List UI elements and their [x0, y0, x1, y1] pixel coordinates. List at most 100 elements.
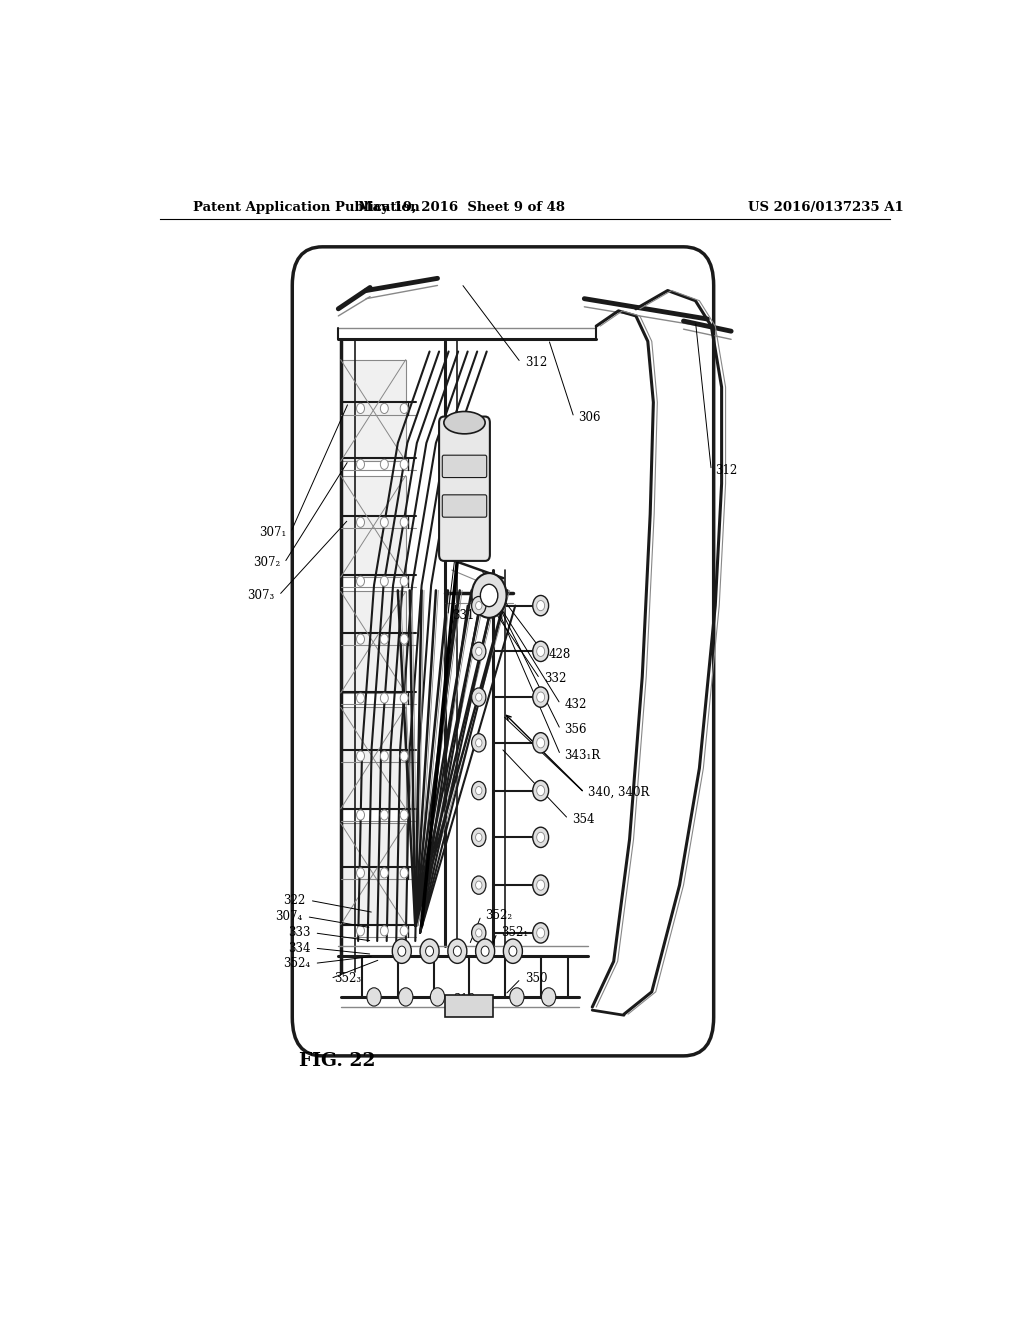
Circle shape — [392, 939, 412, 964]
Text: 312: 312 — [524, 356, 547, 370]
Circle shape — [510, 987, 524, 1006]
Circle shape — [475, 693, 482, 701]
Circle shape — [475, 739, 482, 747]
Circle shape — [475, 929, 482, 937]
Text: 331: 331 — [452, 610, 474, 622]
Circle shape — [472, 688, 486, 706]
Circle shape — [537, 647, 545, 656]
Circle shape — [532, 828, 549, 847]
Circle shape — [509, 946, 517, 956]
Text: 307₁: 307₁ — [259, 525, 287, 539]
Circle shape — [537, 738, 545, 748]
Circle shape — [356, 925, 365, 936]
FancyBboxPatch shape — [439, 417, 489, 561]
Text: 334: 334 — [288, 941, 310, 954]
Circle shape — [400, 810, 409, 820]
Ellipse shape — [443, 412, 485, 434]
Circle shape — [356, 576, 365, 586]
Text: 306: 306 — [578, 411, 600, 424]
Circle shape — [400, 925, 409, 936]
Circle shape — [380, 925, 388, 936]
Circle shape — [380, 517, 388, 528]
Text: May 19, 2016  Sheet 9 of 48: May 19, 2016 Sheet 9 of 48 — [357, 201, 565, 214]
Circle shape — [356, 867, 365, 878]
Circle shape — [475, 880, 482, 890]
Text: US 2016/0137235 A1: US 2016/0137235 A1 — [749, 201, 904, 214]
Circle shape — [532, 780, 549, 801]
Circle shape — [400, 404, 409, 413]
Circle shape — [537, 601, 545, 611]
Circle shape — [400, 751, 409, 762]
Text: 354: 354 — [572, 813, 595, 825]
Circle shape — [420, 939, 439, 964]
Circle shape — [400, 459, 409, 470]
Text: 307₂: 307₂ — [253, 557, 281, 569]
Circle shape — [356, 517, 365, 528]
Circle shape — [380, 751, 388, 762]
FancyBboxPatch shape — [442, 495, 486, 517]
Text: Patent Application Publication: Patent Application Publication — [194, 201, 420, 214]
Circle shape — [400, 634, 409, 644]
Circle shape — [356, 459, 365, 470]
Circle shape — [400, 517, 409, 528]
Circle shape — [532, 642, 549, 661]
Text: 332: 332 — [544, 672, 566, 685]
Text: 312: 312 — [715, 463, 737, 477]
Circle shape — [475, 833, 482, 841]
Text: 352₁: 352₁ — [501, 927, 528, 940]
Circle shape — [454, 946, 461, 956]
Circle shape — [397, 946, 406, 956]
Text: 340, 340R: 340, 340R — [588, 787, 649, 799]
Circle shape — [475, 647, 482, 656]
Circle shape — [400, 867, 409, 878]
Circle shape — [480, 585, 498, 607]
Circle shape — [472, 573, 507, 618]
Circle shape — [532, 923, 549, 942]
Bar — [341, 824, 406, 925]
Text: 307₄: 307₄ — [275, 909, 303, 923]
Circle shape — [380, 867, 388, 878]
Circle shape — [472, 734, 486, 752]
Circle shape — [532, 875, 549, 895]
Text: 350: 350 — [524, 972, 547, 985]
Circle shape — [380, 459, 388, 470]
FancyBboxPatch shape — [442, 455, 486, 478]
Circle shape — [356, 751, 365, 762]
Text: 310: 310 — [454, 994, 476, 1006]
Circle shape — [532, 733, 549, 752]
Circle shape — [475, 939, 495, 964]
Circle shape — [475, 602, 482, 610]
Circle shape — [475, 787, 482, 795]
Bar — [445, 995, 494, 1018]
Text: 352₃: 352₃ — [334, 972, 361, 985]
Circle shape — [472, 924, 486, 942]
Circle shape — [472, 876, 486, 894]
Circle shape — [532, 595, 549, 615]
Circle shape — [430, 987, 444, 1006]
Circle shape — [400, 693, 409, 704]
Circle shape — [426, 946, 433, 956]
Circle shape — [380, 693, 388, 704]
Circle shape — [356, 634, 365, 644]
Circle shape — [472, 828, 486, 846]
Text: 333: 333 — [288, 927, 310, 940]
Text: 432: 432 — [564, 698, 587, 710]
Bar — [341, 708, 406, 809]
Circle shape — [537, 833, 545, 842]
Circle shape — [537, 785, 545, 796]
Circle shape — [537, 692, 545, 702]
Text: 356: 356 — [564, 723, 587, 737]
Bar — [341, 359, 406, 461]
Circle shape — [400, 576, 409, 586]
Text: 352₄: 352₄ — [284, 957, 310, 970]
Text: 428: 428 — [549, 648, 570, 661]
Circle shape — [367, 987, 381, 1006]
Circle shape — [472, 781, 486, 800]
Text: 322: 322 — [284, 894, 306, 907]
Circle shape — [447, 939, 467, 964]
Text: 343₁R: 343₁R — [564, 748, 601, 762]
Circle shape — [542, 987, 556, 1006]
Bar — [341, 591, 406, 693]
Circle shape — [537, 880, 545, 890]
Circle shape — [472, 643, 486, 660]
